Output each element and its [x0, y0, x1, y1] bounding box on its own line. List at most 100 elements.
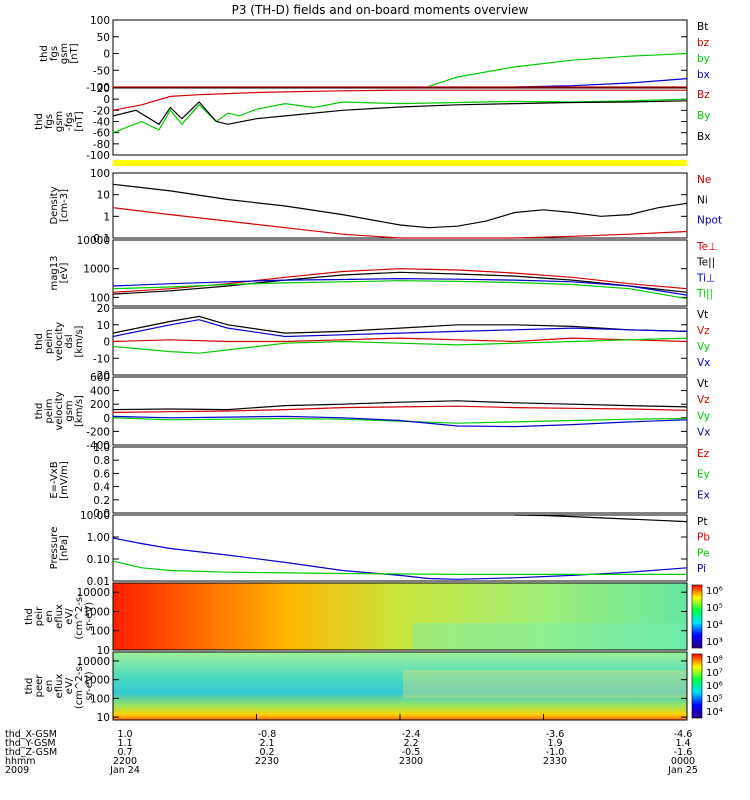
y-axis-label: [nT]	[69, 43, 80, 63]
y-axis-label: peir	[34, 606, 45, 626]
y-axis-label: E=-VxB	[49, 461, 60, 498]
time-axis-value: 0000	[671, 756, 695, 767]
y-tick-label: 20	[97, 83, 110, 95]
series-line-Vx	[112, 415, 688, 428]
y-tick-label: 1	[103, 211, 110, 223]
y-axis-label: mag13	[49, 256, 60, 291]
y-tick-label: 10.00	[80, 510, 110, 522]
y-axis-label: fgs	[49, 46, 60, 61]
series-line-Vt	[112, 315, 688, 334]
time-axis-value: 1.9	[547, 738, 562, 749]
y-axis-label: [km/s]	[74, 395, 85, 427]
y-tick-label: 0.01	[87, 576, 110, 588]
y-tick-label: -10	[93, 353, 110, 365]
y-tick-label: 0.1	[93, 233, 110, 245]
colorbar-eflux_e: 10⁸ 10⁷ 10⁶ 10⁵ 10⁴	[691, 653, 723, 719]
y-tick-label: -100	[86, 82, 110, 94]
figure-title: P3 (TH-D) fields and on-board moments ov…	[232, 3, 529, 17]
panel-eflux_e: 10⁸ 10⁷ 10⁶ 10⁵ 10⁴ 10000 1000 100 10 thd peer en ef…	[24, 651, 723, 724]
y-axis-label: en	[44, 680, 55, 693]
y-axis-label: eflux	[54, 604, 65, 629]
y-tick-label: 10000	[77, 235, 110, 247]
y-tick-label: 100	[90, 292, 110, 304]
time-axis-value: -2.4	[402, 729, 421, 740]
legend-entry: Ni	[697, 194, 708, 206]
y-tick-label: 10	[97, 645, 110, 657]
y-tick-label: 0	[103, 94, 110, 106]
y-tick-label: 10	[97, 712, 110, 724]
colorbar-tick-label: 10⁸	[706, 655, 723, 666]
y-tick-label: -60	[93, 128, 110, 140]
y-tick-label: 0.0	[93, 508, 110, 520]
legend-entry: Ex	[697, 489, 710, 501]
y-tick-label: 0	[103, 337, 110, 349]
spectrogram-lowband	[413, 623, 687, 650]
y-tick-label: 0.6	[93, 468, 110, 480]
series-line-Ne	[112, 207, 688, 239]
y-axis-label: [mV/m]	[59, 461, 70, 499]
time-axis-value: 2.1	[259, 738, 274, 749]
panel-bar	[113, 160, 687, 166]
series-line-Ti||	[112, 280, 688, 300]
time-axis-value: 2200	[113, 756, 137, 767]
y-tick-label: -100	[86, 150, 110, 162]
panel-frame	[112, 19, 688, 88]
panel-frame	[112, 446, 688, 514]
y-axis-label: [cm-3]	[59, 189, 70, 222]
y-tick-label: 0.2	[93, 495, 110, 507]
panel-density: 100 10 1 0.1 Density [cm-3] Ne Ni Npot	[49, 168, 722, 245]
time-axis-row-label: thd_Y-GSM	[5, 738, 56, 749]
y-axis-label: dsl	[64, 334, 75, 348]
series-line-Ti⊥	[112, 277, 688, 296]
panel-efield: 1.00.80.6 0.40.20.0 E=-VxB [mV/m] Ez Ey Ex	[49, 442, 710, 520]
series-line-Bz	[112, 89, 687, 111]
y-axis-label: eflux	[54, 674, 65, 699]
legend-entry: By	[697, 110, 710, 122]
panel-vel_dsl: 20 10 0 -10 -20 thd peim velocity dsl [km/s] Vt Vz V…	[34, 303, 710, 382]
panel-temp: 10000 1000 100 mag13 [eV] Te⊥ Te|| Ti⊥ Ti||	[49, 235, 717, 307]
legend-entry: Pi	[697, 563, 706, 575]
colorbar-tick-label: 10⁵	[706, 694, 723, 705]
series-line-Bx	[112, 100, 688, 126]
legend-entry: Ez	[697, 448, 710, 460]
y-axis-label: eV/	[64, 608, 75, 625]
series-line-bx	[514, 78, 688, 88]
y-tick-label: 10	[97, 320, 110, 332]
y-axis-label: peim	[44, 398, 55, 423]
series-line-Pt	[514, 514, 688, 523]
quality-flag-bar	[113, 160, 687, 166]
time-axis-value: 0.7	[117, 747, 132, 758]
panel-frame	[112, 376, 688, 446]
legend-entry: Vt	[697, 378, 708, 390]
y-axis-label: Density	[49, 186, 60, 224]
y-axis-label: [nPa]	[59, 535, 70, 561]
legend-entry: Vz	[697, 394, 710, 406]
colorbar-tick-label: 10⁷	[706, 668, 723, 679]
y-tick-label: 0.10	[87, 554, 110, 566]
time-axis-value: -0.5	[402, 747, 421, 758]
time-axis-value: 2330	[543, 756, 567, 767]
y-axis-label: -fgs	[64, 112, 75, 131]
y-tick-label: 1000	[83, 606, 110, 618]
time-axis-value: 2.2	[403, 738, 418, 749]
y-tick-label: 1.0	[93, 442, 110, 454]
panel-eflux_i: 10⁶ 10⁵ 10⁴ 10³ 10000 1000 100 10 thd peir en eflux…	[24, 582, 723, 657]
legend-entry: Te||	[696, 257, 715, 269]
panel-frame	[112, 172, 688, 239]
legend-entry: Ti||	[696, 288, 713, 300]
legend-entry: Ti⊥	[696, 272, 715, 284]
y-tick-label: 400	[90, 386, 110, 398]
y-axis-label: (cm^2-s-	[74, 593, 85, 640]
series-line-Vz	[112, 337, 688, 343]
time-axis-row-label: 2009	[5, 765, 29, 776]
y-tick-label: 100	[90, 168, 110, 180]
colorbar-tick-label: 10⁶	[706, 681, 723, 692]
y-axis-label: gsm	[59, 43, 70, 64]
y-tick-label: 20	[97, 303, 110, 315]
legend-entry: Bz	[697, 89, 710, 101]
y-tick-label: 600	[90, 372, 110, 384]
y-axis-label: [nT]	[74, 111, 85, 131]
time-axis-value: 2230	[255, 756, 279, 767]
